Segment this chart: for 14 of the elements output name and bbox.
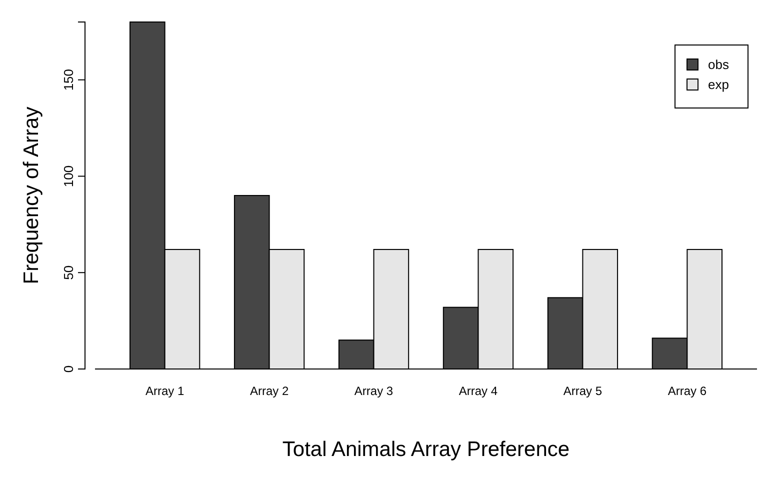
x-tick-label: Array 1 xyxy=(145,384,184,398)
x-axis-title: Total Animals Array Preference xyxy=(282,438,570,461)
x-tick-label: Array 5 xyxy=(563,384,602,398)
x-tick-label: Array 3 xyxy=(354,384,394,398)
x-tick-label: Array 4 xyxy=(458,384,498,398)
y-tick-label: 50 xyxy=(61,265,76,280)
x-tick-label: Array 2 xyxy=(250,384,289,398)
x-tick-label: Array 6 xyxy=(668,384,707,398)
y-axis-title: Frequency of Array xyxy=(20,106,43,284)
y-tick-label: 100 xyxy=(61,165,76,188)
legend-label: obs xyxy=(708,57,730,72)
y-tick-label: 0 xyxy=(61,365,76,373)
y-tick-label: 150 xyxy=(61,68,76,91)
legend-label: exp xyxy=(708,77,729,92)
